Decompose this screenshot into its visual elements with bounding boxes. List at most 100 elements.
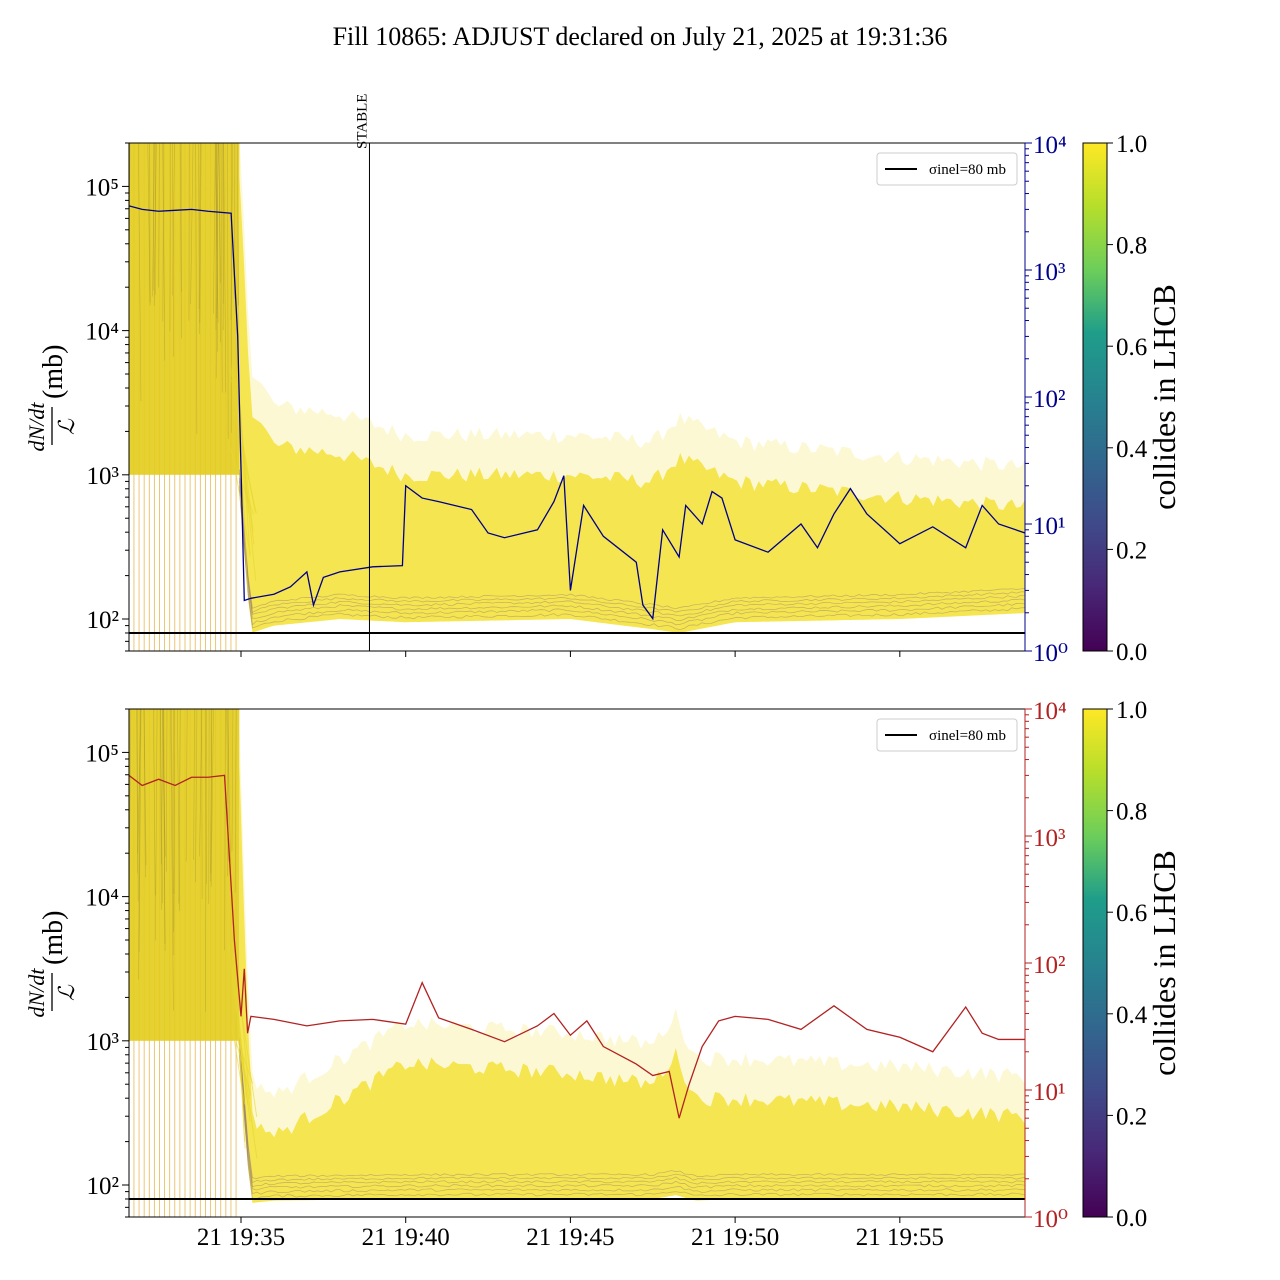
band-streak	[172, 143, 175, 296]
colorbar-label: collides in LHCB	[1146, 284, 1182, 510]
left-tick-label: 10⁵	[85, 740, 119, 767]
left-tick-label: 10³	[87, 1029, 120, 1056]
band-streak	[234, 709, 237, 893]
colorbar-tick-label: 0.8	[1116, 233, 1147, 260]
colorbar-gradient	[1082, 708, 1108, 1218]
colorbar-tick-label: 0.2	[1116, 1103, 1147, 1130]
colorbar-tick-label: 0.2	[1116, 537, 1147, 564]
band-streak	[163, 709, 166, 951]
band-streak	[195, 143, 198, 435]
band-streak	[205, 709, 207, 1012]
transition-line	[235, 1039, 252, 1096]
band-streak	[170, 709, 174, 1011]
y-axis-label: dN/dt ℒ (mb)	[24, 345, 79, 452]
right-tick-label: 10¹	[1033, 513, 1066, 540]
band-early	[129, 143, 240, 475]
band-streak	[220, 143, 223, 393]
colorbar-gradient	[1082, 142, 1108, 652]
band-streak	[147, 143, 151, 303]
band-streak	[215, 143, 219, 379]
colorbar-tick-label: 0.0	[1116, 639, 1147, 666]
plot-area-1	[129, 143, 1025, 651]
low-collision-trace	[239, 472, 1025, 614]
band-streak	[172, 143, 174, 357]
band-streak	[162, 709, 166, 857]
low-collision-trace	[239, 478, 1025, 617]
band-streak	[224, 709, 226, 951]
band-streak	[169, 143, 171, 332]
y-label-numerator: dN/dt	[24, 402, 49, 452]
colorbar-tick-label: 0.6	[1116, 334, 1147, 361]
band-streak	[227, 709, 230, 877]
low-collision-trace	[239, 1037, 1025, 1179]
colorbar-tick-label: 0.6	[1116, 900, 1147, 927]
band-streak	[162, 143, 166, 361]
transition-line	[228, 944, 249, 1106]
x-tick-label: 21 19:40	[362, 1224, 450, 1251]
band-streak	[210, 709, 213, 882]
x-tick-label: 21 19:35	[197, 1224, 285, 1251]
colorbar-tick-label: 1.0	[1116, 131, 1147, 158]
right-tick-label: 10⁰	[1033, 1206, 1068, 1233]
y-label-unit: (mb)	[38, 911, 69, 965]
y-axis-label: dN/dt ℒ (mb)	[24, 911, 79, 1018]
low-collision-trace	[239, 489, 1025, 630]
band-streak	[236, 143, 239, 306]
low-collision-trace	[239, 480, 1025, 622]
band-streak	[143, 709, 146, 878]
band-streak	[155, 709, 158, 941]
band-streak	[210, 709, 213, 874]
band-streak	[198, 143, 201, 309]
colorbars: 0.0 0.2 0.4 0.6 0.8 1.0 collides in LHCB 0.0 0.2…	[1082, 131, 1182, 1232]
y-label-denominator: ℒ	[54, 984, 79, 1001]
transition-line	[231, 365, 255, 545]
band-streak	[185, 709, 188, 862]
band-streak	[161, 709, 164, 865]
low-collision-trace	[239, 1048, 1025, 1191]
low-collision-trace	[239, 485, 1025, 626]
overlay-series-line	[129, 205, 1025, 621]
band-streak	[136, 709, 139, 874]
y-label-unit: (mb)	[38, 345, 69, 399]
band-streak	[210, 709, 214, 887]
band-streak	[198, 143, 200, 334]
band-streak	[162, 143, 164, 322]
low-collision-trace	[239, 1052, 1025, 1195]
right-tick-label: 10⁴	[1033, 132, 1067, 159]
band-streak	[218, 143, 221, 343]
band-streak	[193, 709, 195, 860]
band-streak	[199, 709, 203, 857]
overlay-series-line	[129, 774, 1025, 1119]
low-collision-trace	[239, 1043, 1025, 1187]
band-streak	[153, 143, 157, 306]
transition-line	[230, 379, 256, 512]
y-label-denominator: ℒ	[54, 418, 79, 435]
band-streak	[138, 143, 142, 402]
band-streak	[214, 143, 219, 323]
left-tick-label: 10⁴	[85, 319, 119, 346]
band-streak	[138, 709, 141, 980]
band-streak	[216, 143, 219, 319]
stable-marker-label: STABLE	[354, 94, 370, 149]
colorbar-label: collides in LHCB	[1146, 850, 1182, 1076]
panels: STABLE 10² 10³ 10⁴ 10⁵ 10⁰ 10¹ 10² 10³ 10⁴ dN/dt ℒ (…	[24, 94, 1068, 1251]
left-tick-label: 10⁵	[85, 174, 119, 201]
band-streak	[218, 143, 221, 283]
right-tick-label: 10⁰	[1033, 640, 1068, 667]
band-streak	[138, 709, 142, 953]
plot-area-2	[129, 709, 1025, 1217]
legend-label: σinel=80 mb	[929, 162, 1006, 178]
band-streak	[231, 709, 234, 852]
band-streak	[227, 709, 231, 861]
y-label-numerator: dN/dt	[24, 968, 49, 1018]
band-streak	[166, 709, 168, 872]
x-tick-label: 21 19:55	[856, 1224, 944, 1251]
band-streak	[137, 709, 139, 902]
chart-title: Fill 10865: ADJUST declared on July 21, …	[333, 22, 948, 51]
band-streak	[227, 143, 229, 439]
band-streak	[216, 143, 218, 352]
band-streak	[162, 709, 166, 944]
band-streak	[177, 709, 180, 911]
transition-line	[231, 964, 247, 1082]
